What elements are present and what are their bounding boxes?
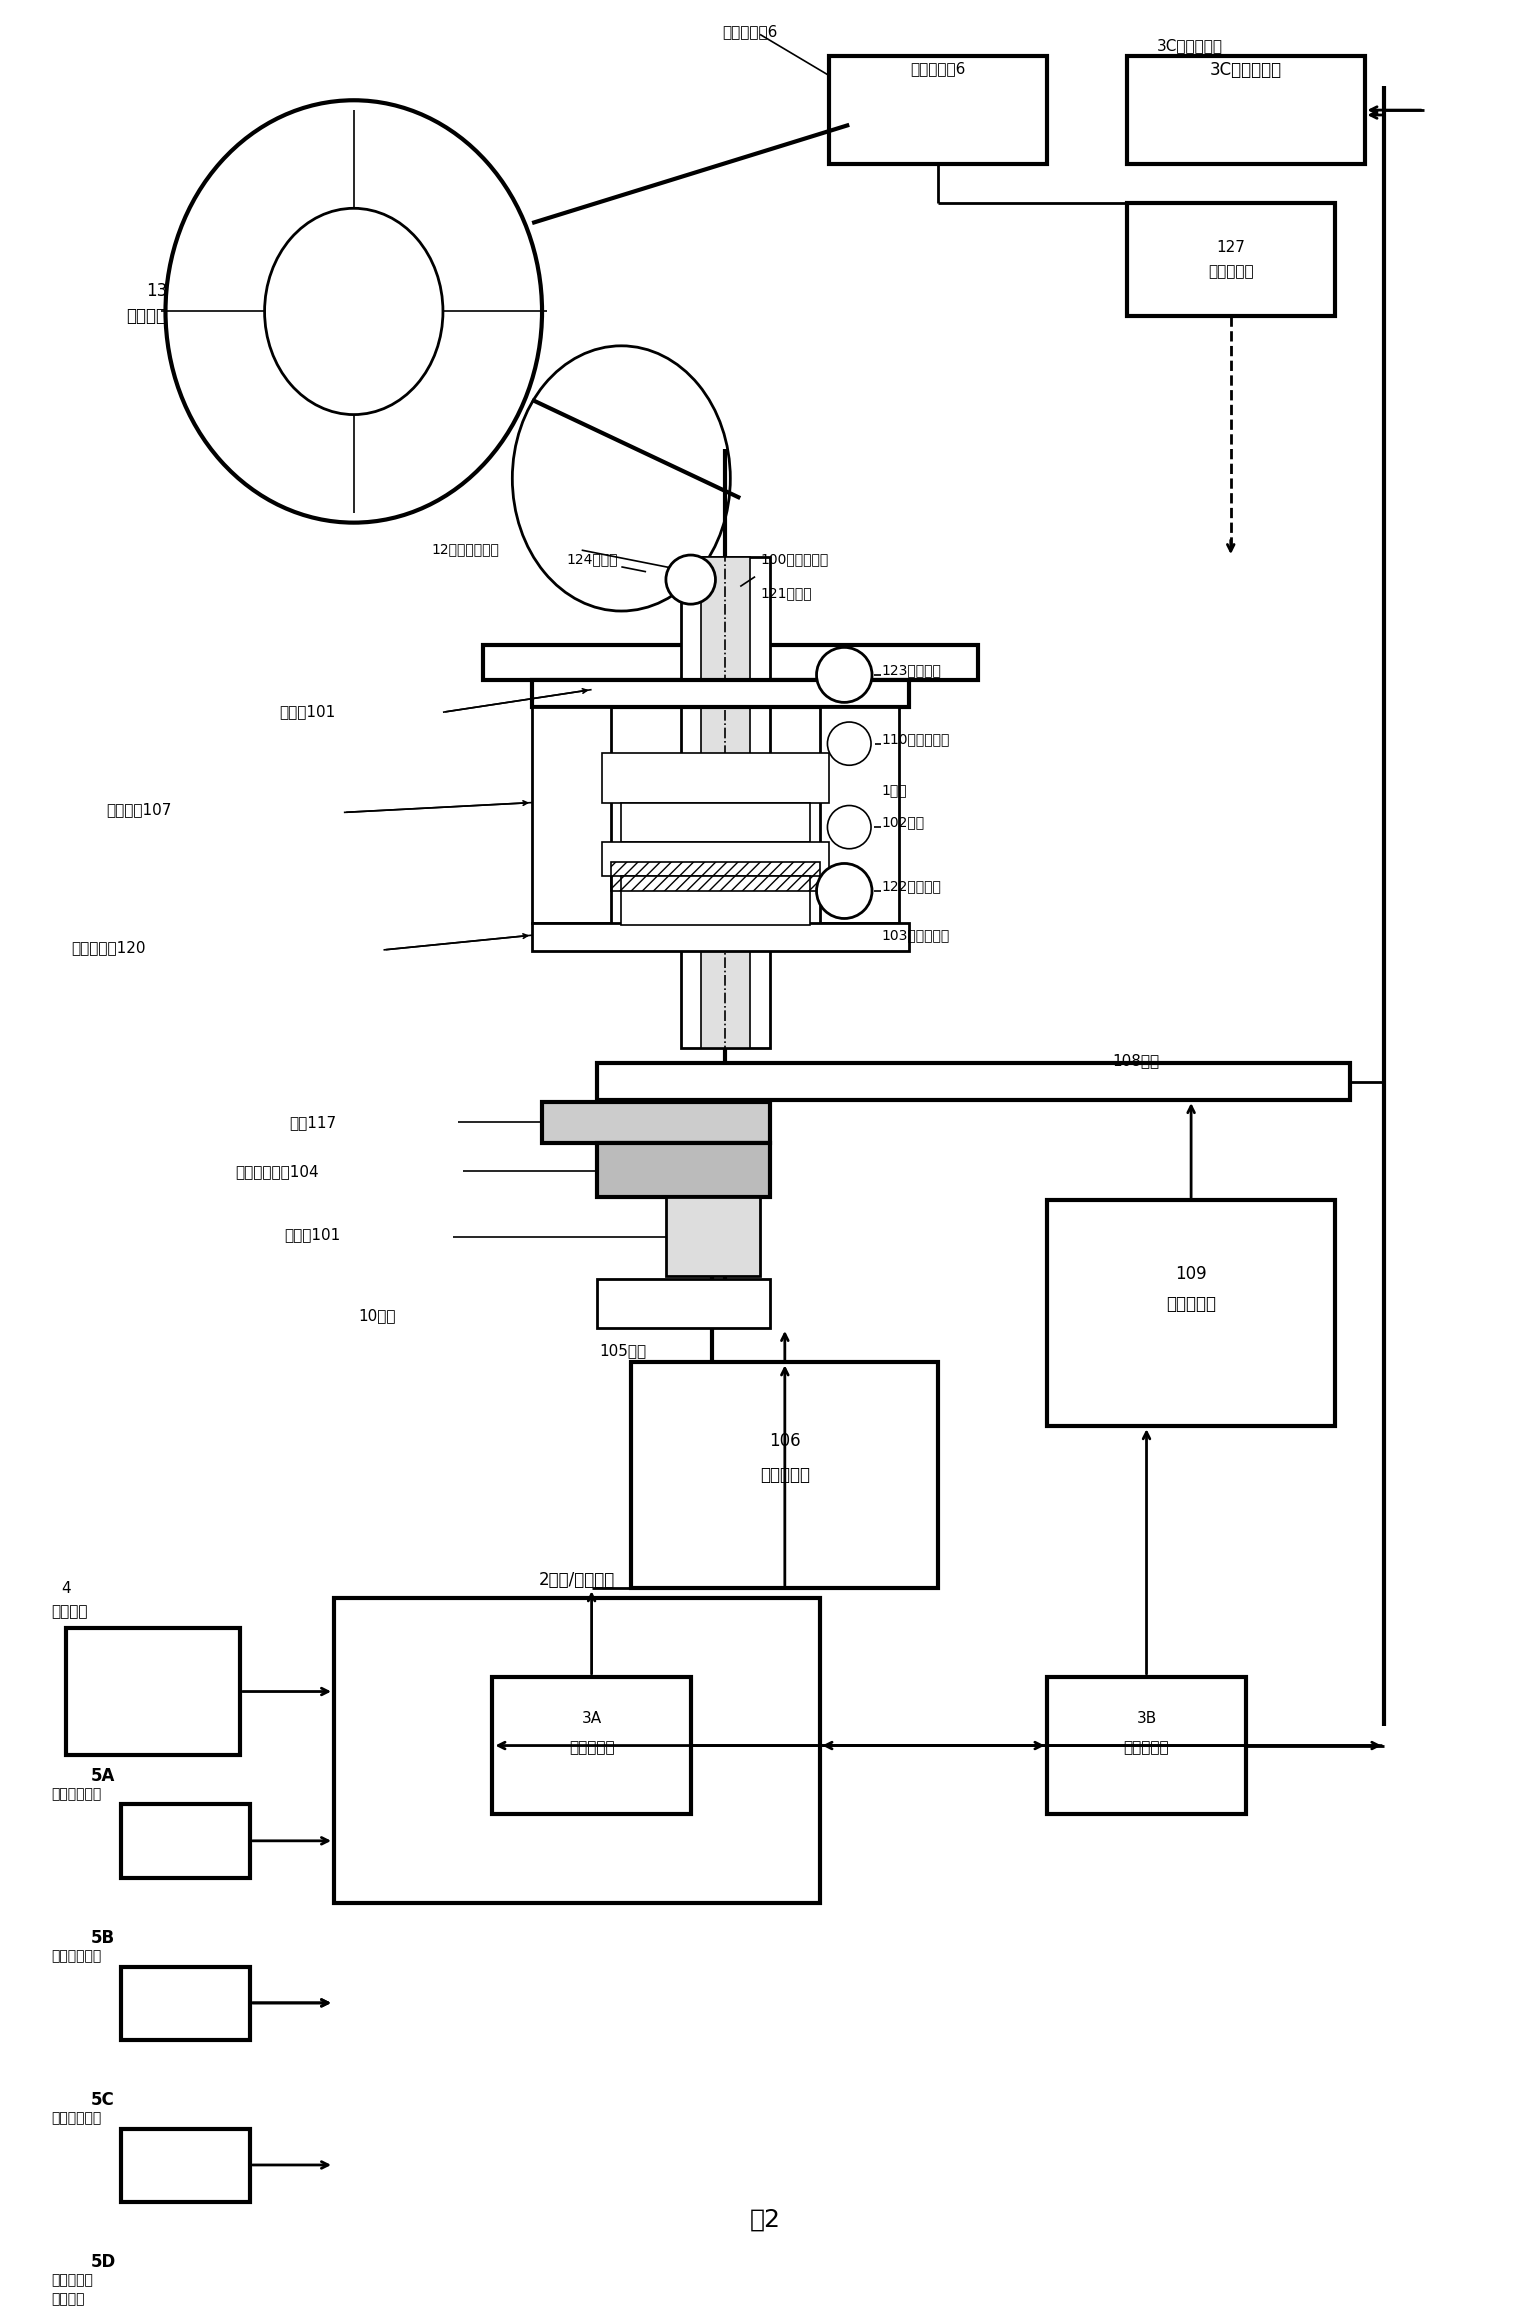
Text: 脉冲发生器6: 脉冲发生器6 [723,25,778,39]
Bar [602,841,830,875]
Bar [622,875,810,926]
Text: 105皮带: 105皮带 [600,1342,646,1358]
Bar [533,707,611,924]
Text: 5A: 5A [92,1767,115,1786]
Circle shape [827,806,871,848]
Text: 5B: 5B [92,1929,115,1947]
Text: 运转开始开关: 运转开始开关 [52,1950,101,1963]
Text: 驱动电动机: 驱动电动机 [759,1467,810,1485]
Text: 带旋转装置: 带旋转装置 [52,2273,93,2287]
Text: 3B: 3B [1136,1712,1156,1726]
Text: 103带垫固定部: 103带垫固定部 [880,929,949,942]
Bar [533,679,909,707]
Text: 基板117: 基板117 [289,1116,337,1130]
Bar [1127,203,1335,316]
Text: 13: 13 [145,282,167,300]
Bar [334,1599,819,1903]
Text: 拉绕装置: 拉绕装置 [126,307,165,323]
Text: 1带体: 1带体 [880,783,906,797]
Text: 121引导盘: 121引导盘 [759,587,811,601]
Bar [493,1677,690,1813]
Bar [533,924,909,952]
Bar [819,707,899,924]
Text: 3C伺服放大器: 3C伺服放大器 [1156,39,1222,53]
Text: 10线材: 10线材 [358,1307,397,1324]
Text: 3C伺服放大器: 3C伺服放大器 [1209,60,1281,79]
Text: 100带卷绕装置: 100带卷绕装置 [759,552,828,566]
Text: 张力控制辊120: 张力控制辊120 [72,940,145,954]
Bar [1127,55,1364,164]
Circle shape [827,723,871,765]
Bar [701,557,750,1049]
Text: 127: 127 [1216,240,1245,254]
Text: 运转开关: 运转开关 [52,2292,86,2308]
Text: 5D: 5D [92,2252,116,2271]
Text: 102带垫: 102带垫 [880,815,925,829]
Text: 运转准备开关: 运转准备开关 [52,1788,101,1802]
Bar [1047,1677,1246,1813]
Circle shape [816,864,873,919]
Bar [597,1143,770,1197]
Text: 123带导引辊: 123带导引辊 [880,663,942,677]
Bar [597,1063,1350,1100]
Bar [121,2292,250,2310]
Bar [597,1280,770,1328]
Bar [1047,1201,1335,1425]
Circle shape [816,647,873,702]
Text: 2控制/运算装置: 2控制/运算装置 [539,1571,615,1589]
Text: 空心轴101: 空心轴101 [285,1227,341,1243]
Text: 运转停止开关: 运转停止开关 [52,2111,101,2125]
Circle shape [666,554,715,605]
Bar [121,1966,250,2040]
Text: 图2: 图2 [750,2208,781,2231]
Text: 空心轴101: 空心轴101 [280,705,335,718]
Bar [681,557,770,1049]
Text: 122带导引辊: 122带导引辊 [880,880,942,894]
Text: 5C: 5C [92,2091,115,2109]
Text: 109: 109 [1176,1266,1206,1282]
Text: 接触面板: 接触面板 [52,1603,89,1619]
Bar [666,1197,759,1275]
Text: 108皮带: 108皮带 [1112,1053,1159,1067]
Bar [622,802,810,841]
Bar [542,1102,770,1143]
Text: 伺服放大器: 伺服放大器 [570,1742,614,1756]
Text: 伺服放大器: 伺服放大器 [1124,1742,1170,1756]
Bar [66,1629,240,1756]
Ellipse shape [165,99,542,522]
Text: 12带绕绝缘线芯: 12带绕绝缘线芯 [432,543,499,557]
Text: 驱动源运转部104: 驱动源运转部104 [234,1164,318,1178]
Text: 106: 106 [769,1432,801,1451]
Text: 带绕飞轮107: 带绕飞轮107 [106,802,171,818]
Text: 驱动电动机: 驱动电动机 [1208,266,1254,280]
Text: 驱动电动机: 驱动电动机 [1167,1294,1216,1312]
Text: 124导引辊: 124导引辊 [566,552,619,566]
Bar [631,1363,939,1589]
Text: 3A: 3A [582,1712,602,1726]
Bar [611,862,819,892]
Ellipse shape [265,208,442,413]
Text: 4: 4 [61,1580,70,1596]
Text: 脉冲发生器6: 脉冲发生器6 [911,60,966,76]
Bar [602,753,830,802]
Bar [121,1804,250,1878]
Text: 110张力控制辊: 110张力控制辊 [880,732,949,746]
Bar [482,644,978,679]
Bar [830,55,1047,164]
Bar [121,2128,250,2201]
Ellipse shape [513,346,730,612]
